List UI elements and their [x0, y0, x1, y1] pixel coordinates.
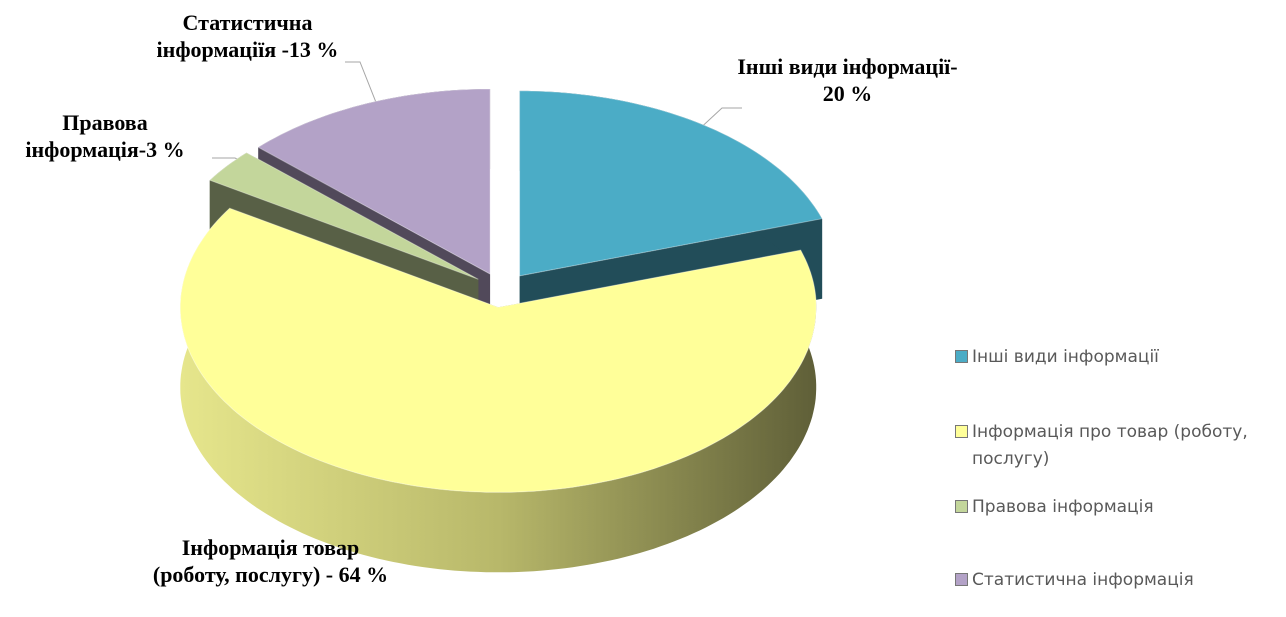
legend-label: Інші види інформації	[972, 347, 1159, 367]
data-label: Правова інформація-3 %	[25, 110, 185, 162]
leader-line	[345, 61, 384, 121]
legend-label: Інформація про товар (роботу, послугу)	[972, 422, 1248, 469]
slice-top	[179, 207, 817, 493]
slice-top	[208, 152, 479, 280]
legend-swatch	[955, 350, 968, 363]
legend-label: Правова інформація	[972, 497, 1154, 517]
legend-item: Статистична інформація	[955, 567, 1286, 594]
leader-line	[694, 107, 742, 134]
legend-item: Інформація про товар (роботу, послугу)	[955, 419, 1286, 473]
slice	[179, 207, 817, 573]
slice-top	[257, 88, 491, 275]
data-label: Статистична інформаціїя -13 %	[156, 10, 339, 62]
data-label: Інші види інформації- 20 %	[737, 54, 958, 106]
legend-swatch	[955, 425, 968, 438]
data-label: Інформація товар (роботу, послугу) - 64 …	[152, 535, 389, 587]
legend-item: Інші види інформації	[955, 344, 1286, 371]
legend-swatch	[955, 500, 968, 513]
legend-swatch	[955, 573, 968, 586]
slice-side	[180, 208, 817, 573]
slice-top	[519, 90, 823, 277]
legend-label: Статистична інформація	[972, 570, 1194, 590]
legend-item: Правова інформація	[955, 494, 1286, 521]
